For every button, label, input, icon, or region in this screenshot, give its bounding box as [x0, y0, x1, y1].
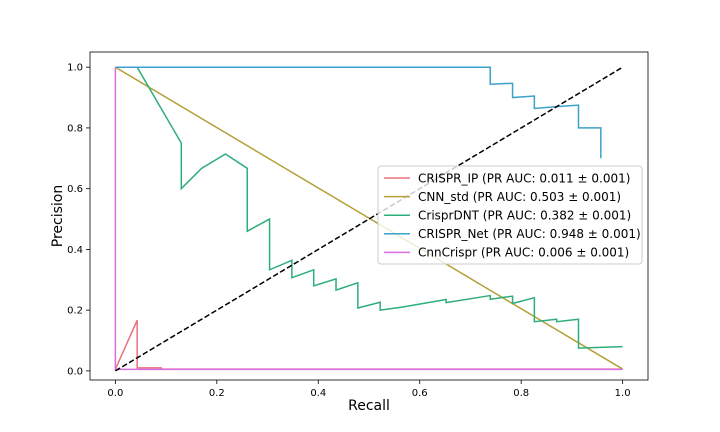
legend-label: CRISPR_IP (PR AUC: 0.011 ± 0.001) — [418, 171, 630, 185]
legend-label: CnnCrispr (PR AUC: 0.006 ± 0.001) — [418, 246, 629, 260]
series-line-2 — [115, 66, 623, 349]
legend-label: CNN_std (PR AUC: 0.503 ± 0.001) — [418, 190, 621, 204]
reference-layer — [114, 66, 624, 372]
diagonal-reference-line — [114, 66, 624, 372]
x-tick-label: 1.0 — [615, 388, 631, 399]
x-axis-label: Recall — [348, 398, 390, 414]
legend-box — [377, 165, 643, 265]
y-axis-ticks: 0.0 0.2 0.4 0.6 0.8 1.0 — [67, 63, 90, 377]
x-tick-label: 0.4 — [310, 388, 326, 399]
y-tick-label: 1.0 — [67, 63, 83, 74]
series-layer — [114, 66, 624, 371]
y-axis-label: Precision — [50, 185, 66, 247]
y-tick-label: 0.0 — [67, 366, 83, 377]
axes-frame — [89, 51, 649, 381]
series-line-1 — [114, 66, 624, 370]
y-tick-label: 0.8 — [67, 123, 83, 134]
plot-area — [89, 51, 649, 381]
y-tick-label: 0.6 — [67, 184, 83, 195]
x-axis-ticks: 0.0 0.2 0.4 0.6 0.8 1.0 — [107, 380, 631, 399]
y-tick-label: 0.4 — [67, 245, 83, 256]
x-tick-label: 0.0 — [107, 388, 123, 399]
y-tick-label: 0.2 — [67, 306, 83, 317]
x-tick-label: 0.2 — [209, 388, 225, 399]
x-tick-label: 0.8 — [513, 388, 529, 399]
series-line-4 — [114, 67, 623, 371]
x-tick-label: 0.6 — [412, 388, 428, 399]
legend-label: CrisprDNT (PR AUC: 0.382 ± 0.001) — [418, 209, 631, 223]
legend-label: CRISPR_Net (PR AUC: 0.948 ± 0.001) — [418, 227, 641, 241]
legend: CRISPR_IP (PR AUC: 0.011 ± 0.001) CNN_std… — [377, 165, 643, 265]
series-line-3 — [115, 66, 602, 159]
